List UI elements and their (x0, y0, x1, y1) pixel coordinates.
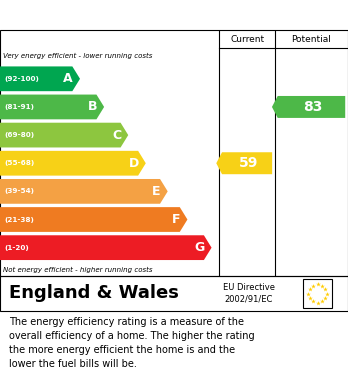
Text: G: G (194, 241, 205, 254)
Text: C: C (112, 129, 121, 142)
Text: F: F (172, 213, 181, 226)
Text: 59: 59 (239, 156, 259, 170)
Text: A: A (63, 72, 73, 85)
Text: 83: 83 (303, 100, 323, 114)
Text: Current: Current (230, 34, 264, 43)
Polygon shape (0, 66, 80, 91)
Text: The energy efficiency rating is a measure of the
overall efficiency of a home. T: The energy efficiency rating is a measur… (9, 317, 254, 369)
Text: (92-100): (92-100) (4, 76, 39, 82)
Text: B: B (88, 100, 97, 113)
Polygon shape (0, 151, 146, 176)
Polygon shape (0, 95, 104, 119)
Text: England & Wales: England & Wales (9, 285, 179, 303)
Text: (1-20): (1-20) (4, 245, 29, 251)
Polygon shape (0, 235, 212, 260)
Text: Energy Efficiency Rating: Energy Efficiency Rating (10, 7, 220, 23)
Polygon shape (216, 152, 272, 174)
Text: Potential: Potential (292, 34, 331, 43)
Polygon shape (0, 207, 188, 232)
Text: EU Directive
2002/91/EC: EU Directive 2002/91/EC (223, 283, 275, 304)
Polygon shape (0, 123, 128, 147)
Text: (39-54): (39-54) (4, 188, 34, 194)
Text: (81-91): (81-91) (4, 104, 34, 110)
Text: Very energy efficient - lower running costs: Very energy efficient - lower running co… (3, 52, 152, 59)
Polygon shape (272, 96, 345, 118)
Text: E: E (152, 185, 161, 198)
Bar (303, 279, 332, 308)
Text: D: D (128, 157, 139, 170)
Text: (21-38): (21-38) (4, 217, 34, 222)
Polygon shape (0, 179, 168, 204)
Text: (69-80): (69-80) (4, 132, 34, 138)
Text: Not energy efficient - higher running costs: Not energy efficient - higher running co… (3, 267, 152, 273)
Text: (55-68): (55-68) (4, 160, 34, 166)
